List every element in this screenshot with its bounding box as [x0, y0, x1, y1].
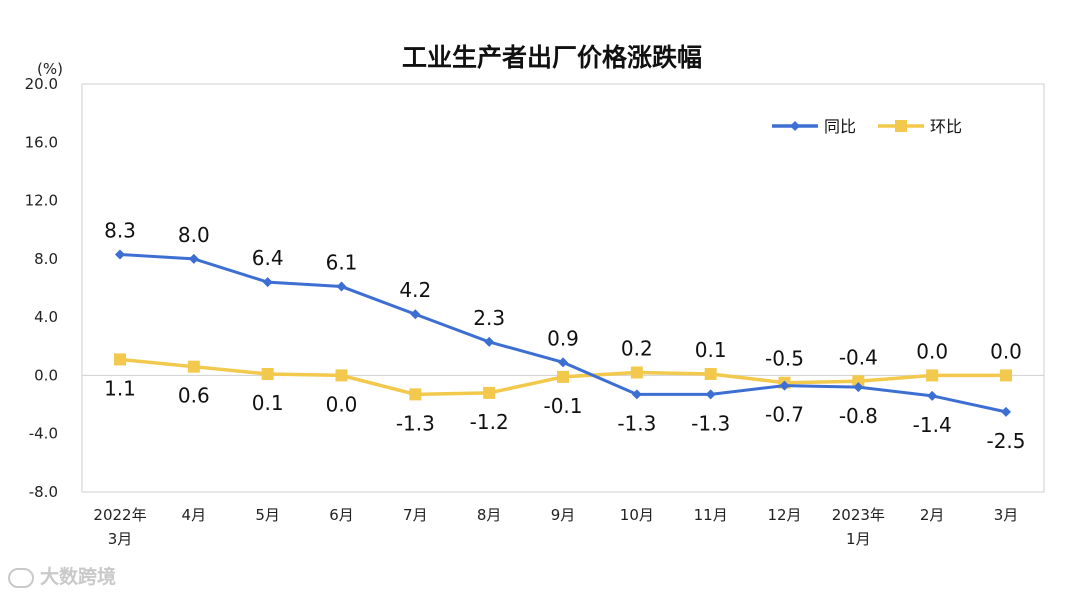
y-tick-label: -8.0 [29, 483, 58, 501]
data-label-yoy: 4.2 [399, 278, 431, 302]
x-tick-label: 3月 [994, 506, 1019, 524]
data-labels: 8.3 1.1 8.0 0.6 6.4 0.1 6.1 0.0 4.2 -1.3 2.3 -1.2 0.… [104, 218, 1025, 452]
x-axis: 2022年 3月 4月 5月 6月 7月 8月 9月 10月 11月 12月 2023年 1月 2月 3月 [93, 506, 1018, 548]
x-tick-label: 7月 [403, 506, 428, 524]
x-tick-label: 8月 [477, 506, 502, 524]
data-point-yoy [558, 357, 568, 368]
chart-title: 工业生产者出厂价格涨跌幅 [402, 43, 702, 72]
data-point-yoy [188, 253, 199, 264]
data-point-mom [630, 366, 643, 379]
x-tick-label: 12月 [767, 506, 801, 524]
x-tick-label: 2022年 3月 [93, 506, 146, 548]
data-label-yoy: 6.1 [326, 251, 358, 275]
series-layer [114, 249, 1012, 417]
data-label-yoy: 8.0 [178, 223, 210, 247]
data-point-mom [187, 360, 200, 373]
data-label-yoy: -0.8 [839, 404, 878, 428]
x-tick-label: 11月 [694, 506, 728, 524]
legend-label-yoy: 同比 [824, 117, 856, 136]
data-label-mom: 1.1 [104, 376, 136, 400]
legend-marker-yoy [790, 121, 800, 131]
y-tick-label: -4.0 [29, 425, 58, 443]
plot-frame [81, 83, 1045, 493]
x-tick-label: 2月 [920, 506, 945, 524]
data-point-yoy [484, 336, 495, 347]
data-point-yoy [410, 309, 421, 320]
y-tick-label: 8.0 [34, 250, 58, 268]
data-label-mom: 0.1 [695, 338, 727, 362]
data-point-yoy [115, 249, 125, 260]
data-label-yoy: 6.4 [252, 246, 284, 270]
data-label-yoy: -1.3 [691, 411, 730, 435]
data-point-yoy [705, 389, 716, 400]
data-point-yoy [336, 281, 347, 292]
x-tick-label: 4月 [182, 506, 207, 524]
data-label-mom: -0.5 [765, 347, 804, 371]
x-tick-label: 2023年 1月 [832, 506, 885, 548]
data-label-yoy: -0.7 [765, 403, 804, 427]
data-label-mom: -1.2 [470, 410, 509, 434]
watermark-text: 大数跨境 [40, 566, 117, 588]
y-axis-unit: (%) [37, 60, 63, 78]
data-point-mom [114, 353, 126, 366]
data-label-mom: 0.2 [621, 337, 653, 361]
data-point-mom [557, 370, 569, 383]
y-tick-label: 16.0 [25, 133, 58, 151]
data-point-mom [261, 367, 274, 380]
x-tick-label: 10月 [620, 506, 654, 524]
legend: 同比 环比 [772, 117, 962, 136]
data-point-yoy [779, 380, 790, 391]
data-point-yoy [631, 389, 642, 400]
data-label-mom: -1.3 [396, 411, 435, 435]
data-point-mom [704, 367, 717, 380]
data-point-yoy [853, 382, 864, 393]
data-label-mom: 0.0 [916, 339, 948, 363]
x-tick-label: 6月 [329, 506, 354, 524]
data-label-yoy: 0.9 [547, 326, 579, 350]
y-tick-label: 12.0 [25, 192, 58, 210]
data-point-mom [335, 369, 348, 382]
legend-label-mom: 环比 [930, 117, 962, 136]
watermark: 大数跨境 [8, 562, 116, 589]
data-label-yoy: 8.3 [104, 218, 136, 242]
data-label-yoy: -2.5 [986, 429, 1025, 453]
data-label-mom: 0.1 [252, 391, 284, 415]
data-point-mom [409, 388, 422, 401]
watermark-logo-icon [8, 567, 34, 588]
legend-marker-mom [895, 120, 907, 132]
data-point-yoy [1001, 406, 1011, 417]
x-tick-label: 9月 [551, 506, 576, 524]
y-tick-label: 0.0 [34, 366, 58, 384]
y-tick-label: 4.0 [34, 308, 58, 326]
data-label-mom: 0.6 [178, 384, 210, 408]
data-label-mom: 0.0 [326, 392, 358, 416]
data-label-yoy: 2.3 [473, 306, 505, 330]
x-tick-label: 5月 [255, 506, 280, 524]
data-label-mom: -0.4 [839, 345, 878, 369]
data-point-mom [852, 375, 865, 388]
data-point-yoy [262, 277, 273, 288]
data-label-mom: -0.1 [543, 394, 582, 418]
data-point-mom [483, 386, 496, 399]
data-label-yoy: -1.4 [913, 413, 952, 437]
data-point-mom [1000, 369, 1012, 382]
data-point-mom [926, 369, 939, 382]
data-label-mom: 0.0 [990, 339, 1022, 363]
y-axis: 20.0 16.0 12.0 8.0 4.0 0.0 -4.0 -8.0 [25, 75, 58, 501]
data-label-yoy: -1.3 [617, 411, 656, 435]
data-point-yoy [927, 390, 938, 401]
y-tick-label: 20.0 [25, 75, 58, 93]
